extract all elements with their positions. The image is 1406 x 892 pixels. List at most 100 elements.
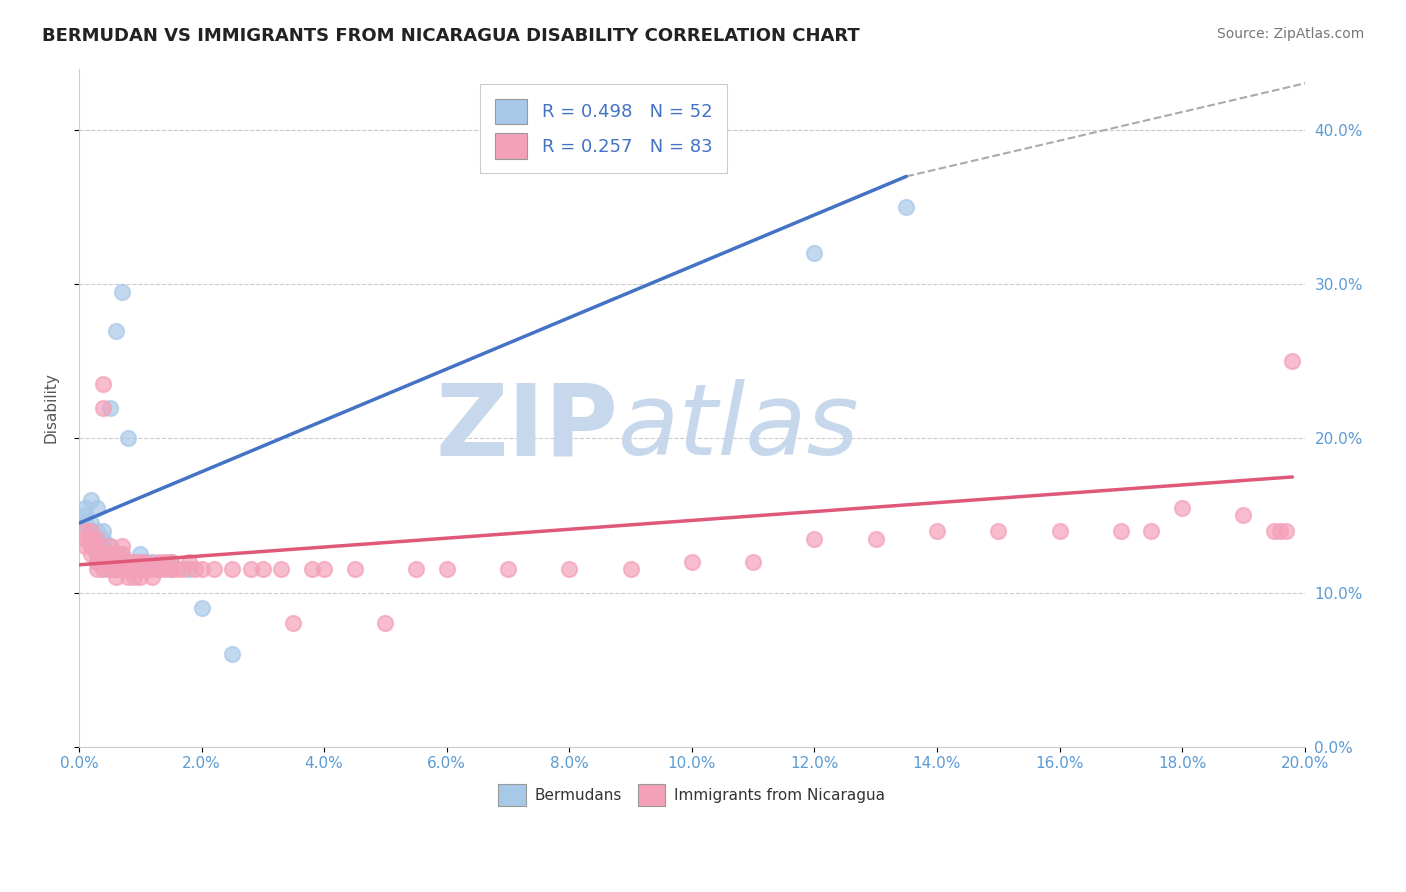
Point <box>80 532 103 546</box>
Point <box>374 616 396 631</box>
Point <box>166 562 188 576</box>
Point <box>1049 524 1071 538</box>
Point <box>141 555 163 569</box>
Point <box>98 539 121 553</box>
Point <box>314 562 336 576</box>
Point <box>104 562 127 576</box>
Point <box>129 555 152 569</box>
Point <box>93 524 115 538</box>
Point <box>75 524 97 538</box>
Point <box>122 555 145 569</box>
Point <box>141 570 163 584</box>
Point <box>80 524 103 538</box>
Point <box>160 562 183 576</box>
Point <box>129 562 152 576</box>
Point <box>80 547 103 561</box>
Point <box>122 562 145 576</box>
Legend: Bermudans, Immigrants from Nicaragua: Bermudans, Immigrants from Nicaragua <box>491 777 893 814</box>
Point <box>117 431 139 445</box>
Point <box>117 570 139 584</box>
Point <box>86 547 108 561</box>
Point <box>436 562 458 576</box>
Point <box>803 532 825 546</box>
Point <box>681 555 703 569</box>
Point <box>86 555 108 569</box>
Point <box>202 562 225 576</box>
Point <box>1140 524 1163 538</box>
Point <box>1281 354 1303 368</box>
Point <box>160 555 183 569</box>
Point <box>104 547 127 561</box>
Point <box>135 555 157 569</box>
Point <box>75 539 97 553</box>
Point <box>117 562 139 576</box>
Point <box>93 532 115 546</box>
Point <box>135 562 157 576</box>
Point <box>104 555 127 569</box>
Point <box>135 562 157 576</box>
Point <box>148 562 170 576</box>
Point <box>93 555 115 569</box>
Text: atlas: atlas <box>619 379 860 476</box>
Point <box>190 562 212 576</box>
Point <box>75 508 97 523</box>
Point <box>111 555 134 569</box>
Point <box>122 555 145 569</box>
Point <box>301 562 323 576</box>
Point <box>405 562 427 576</box>
Point <box>1268 524 1291 538</box>
Point <box>86 539 108 553</box>
Point <box>93 547 115 561</box>
Point <box>86 532 108 546</box>
Point <box>111 547 134 561</box>
Point <box>86 500 108 515</box>
Point <box>221 647 243 661</box>
Point <box>221 562 243 576</box>
Point <box>117 555 139 569</box>
Point <box>496 562 519 576</box>
Point <box>1232 508 1254 523</box>
Point <box>148 555 170 569</box>
Point <box>111 547 134 561</box>
Point <box>75 524 97 538</box>
Text: ZIP: ZIP <box>436 379 619 476</box>
Y-axis label: Disability: Disability <box>44 372 58 443</box>
Point <box>343 562 366 576</box>
Point <box>896 200 918 214</box>
Point <box>80 532 103 546</box>
Point <box>160 562 183 576</box>
Point <box>93 562 115 576</box>
Point <box>865 532 887 546</box>
Point <box>239 562 262 576</box>
Point <box>1263 524 1285 538</box>
Point <box>111 562 134 576</box>
Point <box>184 562 207 576</box>
Point <box>98 539 121 553</box>
Point <box>98 547 121 561</box>
Point <box>93 547 115 561</box>
Point <box>98 547 121 561</box>
Point <box>80 539 103 553</box>
Point <box>104 555 127 569</box>
Point <box>86 532 108 546</box>
Text: Source: ZipAtlas.com: Source: ZipAtlas.com <box>1216 27 1364 41</box>
Point <box>75 500 97 515</box>
Point <box>98 562 121 576</box>
Point <box>111 562 134 576</box>
Point <box>1275 524 1298 538</box>
Point <box>141 562 163 576</box>
Point <box>129 570 152 584</box>
Point <box>129 555 152 569</box>
Point <box>86 539 108 553</box>
Point <box>75 516 97 531</box>
Point <box>172 562 194 576</box>
Point <box>80 493 103 508</box>
Point <box>104 570 127 584</box>
Point <box>1171 500 1194 515</box>
Point <box>803 246 825 260</box>
Point <box>925 524 948 538</box>
Text: BERMUDAN VS IMMIGRANTS FROM NICARAGUA DISABILITY CORRELATION CHART: BERMUDAN VS IMMIGRANTS FROM NICARAGUA DI… <box>42 27 860 45</box>
Point <box>742 555 765 569</box>
Point <box>129 562 152 576</box>
Point <box>75 532 97 546</box>
